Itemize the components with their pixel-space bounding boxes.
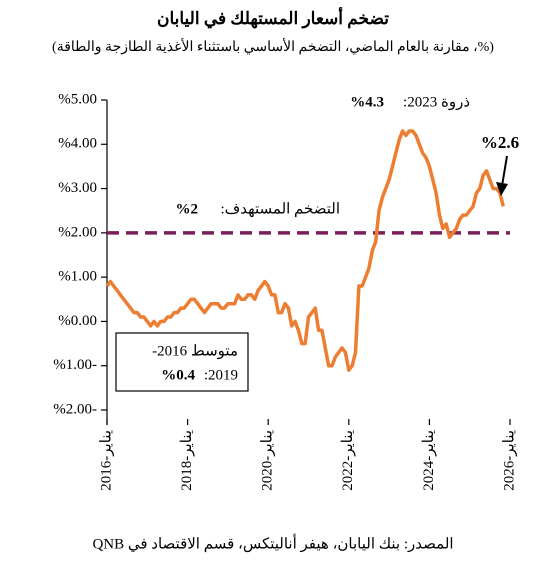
average-box (115, 332, 249, 392)
target-value: %2 (176, 201, 199, 217)
y-tick-label: %2.00- (53, 401, 97, 417)
y-tick-label: %1.00 (58, 269, 97, 285)
plot: %5.00 %4.00 %3.00 %2.00 %1.00 %0.00 %1.00- %2.0… (53, 91, 517, 490)
x-tick-label: يناير-2022 (340, 430, 356, 491)
source: المصدر: بنك اليابان، هيفر أناليتكس، قسم … (92, 533, 453, 552)
chart-title: تضخم أسعار المستهلك في اليابان (157, 6, 389, 29)
target-label: التضخم المستهدف: (220, 201, 340, 217)
y-tick-label: %5.00 (58, 91, 97, 107)
last-value: %2.6 (481, 133, 519, 152)
arrow-shaft (501, 155, 508, 187)
arrow-head (496, 182, 508, 196)
average-value: %0.4 (161, 367, 195, 383)
y-tick-label: %1.00- (53, 357, 97, 373)
y-tick-label: %0.00 (58, 313, 97, 329)
average-line1: متوسط 2016- (152, 343, 238, 359)
x-tick-label: يناير-2026 (501, 430, 517, 491)
chart-subtitle: (%، مقارنة بالعام الماضي، التضخم الأساسي… (52, 37, 494, 55)
peak-label: ذروة 2023: (403, 94, 470, 110)
average-line2: 2019: (204, 367, 238, 383)
x-tick-label: يناير-2020 (260, 430, 276, 491)
peak-value: %4.3 (350, 94, 384, 110)
y-tick-label: %3.00 (58, 180, 97, 196)
x-tick-label: يناير-2016 (98, 430, 114, 491)
y-tick-label: %2.00 (58, 224, 97, 240)
series-line (105, 129, 505, 372)
y-tick-label: %4.00 (58, 136, 97, 152)
x-tick-label: يناير-2024 (421, 430, 437, 491)
x-tick-label: يناير-2018 (179, 430, 195, 491)
